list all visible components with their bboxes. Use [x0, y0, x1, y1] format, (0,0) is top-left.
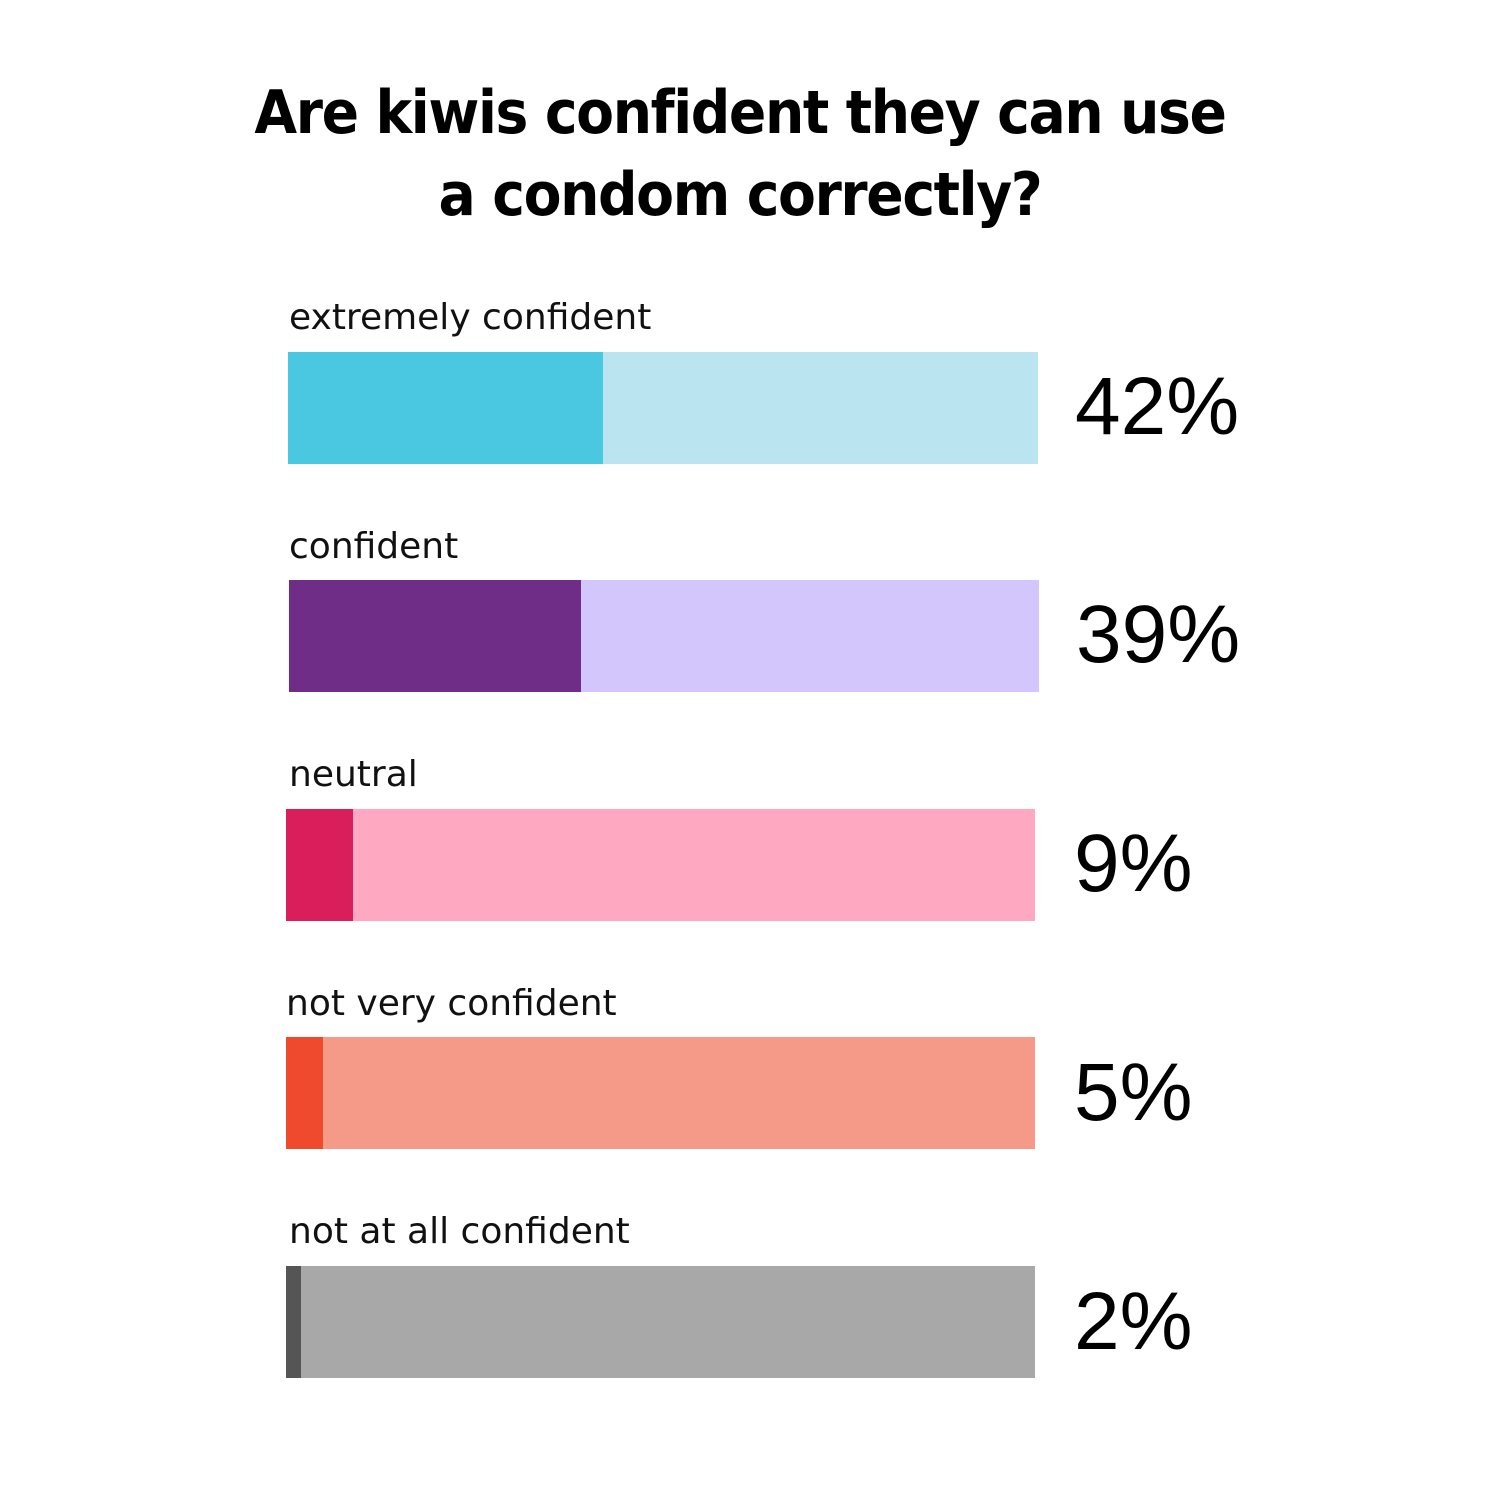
bar-label: confident — [289, 526, 459, 567]
bar-row-confident: confident 39% — [0, 0, 1500, 692]
bar-label: neutral — [289, 754, 418, 795]
bar-row-neutral: neutral 9% — [0, 0, 1500, 921]
bar-fill — [286, 1037, 323, 1149]
chart-title-line-2: a condom correctly? — [438, 160, 1043, 230]
bar-value: 5% — [1074, 1047, 1193, 1138]
chart-title-line-1: Are kiwis confident they can use — [254, 78, 1227, 148]
bar-remainder — [301, 1266, 1035, 1378]
bar-label: not very confident — [286, 983, 617, 1024]
bar-fill — [286, 809, 353, 921]
bar-row-extremely-confident: extremely confident 42% — [0, 0, 1500, 464]
bar-value: 39% — [1076, 589, 1241, 680]
chart-title: Are kiwis confident they can use a condo… — [59, 72, 1421, 236]
bar-track — [289, 580, 1039, 692]
bar-value: 42% — [1075, 361, 1240, 452]
bar-track — [288, 352, 1038, 464]
bar-row-not-at-all-confident: not at all confident 2% — [0, 0, 1500, 1378]
bar-fill — [288, 352, 603, 464]
bar-track — [286, 809, 1035, 921]
bar-value: 9% — [1074, 818, 1193, 909]
bar-remainder — [353, 809, 1035, 921]
bar-track — [286, 1037, 1035, 1149]
bar-label: not at all confident — [289, 1211, 630, 1252]
bar-fill — [286, 1266, 301, 1378]
bar-remainder — [323, 1037, 1035, 1149]
bar-row-not-very-confident: not very confident 5% — [0, 0, 1500, 1149]
bar-remainder — [581, 580, 1039, 692]
bar-value: 2% — [1074, 1276, 1193, 1367]
bar-remainder — [603, 352, 1038, 464]
bar-label: extremely confident — [289, 297, 652, 338]
bar-track — [286, 1266, 1035, 1378]
bar-fill — [289, 580, 581, 692]
